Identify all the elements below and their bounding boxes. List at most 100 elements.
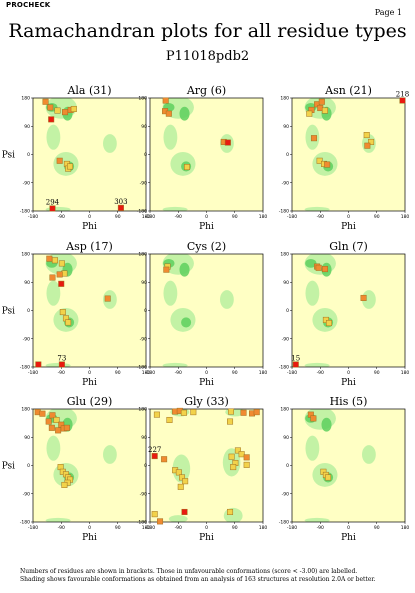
- favourable-region: [172, 454, 191, 483]
- footnote-line-2: Shading shows favourable conformations a…: [20, 576, 376, 583]
- favourable-shading: [162, 254, 234, 367]
- x-tick-label: 0: [347, 214, 350, 220]
- page-title: Ramachandran plots for all residue types: [8, 20, 407, 42]
- x-tick-label: 0: [205, 214, 208, 220]
- data-point: [104, 295, 111, 302]
- x-tick-label: -90: [317, 370, 324, 376]
- x-axis-label: Phi: [341, 533, 356, 543]
- favourable-region: [223, 507, 243, 522]
- favourable-region: [305, 259, 317, 268]
- plot-title: Arg (6): [186, 84, 226, 97]
- y-tick-label: 0: [144, 152, 147, 158]
- x-tick-label: 0: [347, 525, 350, 531]
- data-point: [227, 508, 234, 515]
- data-point: [243, 454, 250, 461]
- x-tick-label: 0: [347, 370, 350, 376]
- y-tick-label: 0: [286, 152, 289, 158]
- data-point: [53, 416, 60, 423]
- favourable-region: [168, 515, 188, 522]
- favourable-region: [163, 280, 178, 306]
- x-tick-label: -90: [175, 370, 182, 376]
- data-point: [165, 110, 172, 117]
- x-tick-label: -180: [145, 370, 155, 376]
- data-point: [182, 478, 189, 485]
- data-point: [399, 97, 406, 104]
- x-tick-label: -90: [58, 525, 65, 531]
- data-point: [56, 271, 63, 278]
- plot-background: [33, 254, 146, 367]
- y-tick-label: -180: [20, 209, 30, 215]
- plot-5: Cys (2) -180 -90 0 90 180 180 90 0 -90 -180 Phi: [137, 240, 268, 388]
- residue-label: 294: [46, 198, 60, 206]
- y-tick-label: -180: [137, 365, 147, 371]
- data-point: [117, 204, 124, 211]
- data-point: [179, 474, 186, 481]
- y-tick-label: 90: [141, 435, 147, 441]
- data-point: [48, 424, 55, 431]
- data-point: [321, 107, 328, 114]
- page-label: Page 1: [374, 8, 402, 17]
- data-point: [35, 361, 42, 368]
- data-point: [363, 132, 370, 139]
- data-point: [47, 104, 54, 111]
- x-tick-label: -90: [175, 214, 182, 220]
- x-tick-label: -90: [58, 370, 65, 376]
- x-tick-label: 180: [259, 525, 268, 531]
- footnote-line-1: Numbers of residues are shown in bracket…: [20, 568, 358, 575]
- data-point: [51, 257, 58, 264]
- y-tick-label: 0: [286, 308, 289, 314]
- x-tick-label: 90: [374, 525, 380, 531]
- residue-label: 227: [148, 446, 161, 454]
- y-tick-label: 0: [27, 463, 30, 469]
- y-tick-label: 180: [280, 96, 289, 102]
- x-tick-label: 90: [115, 525, 121, 531]
- data-point: [59, 309, 66, 316]
- favourable-region: [179, 106, 190, 121]
- data-point: [63, 424, 70, 431]
- x-tick-label: 90: [115, 370, 121, 376]
- x-tick-label: 180: [142, 214, 151, 220]
- data-point: [67, 163, 74, 170]
- y-tick-label: 90: [141, 124, 147, 130]
- data-point: [321, 266, 328, 273]
- favourable-region: [219, 290, 234, 309]
- x-tick-label: 0: [88, 370, 91, 376]
- page-subtitle: P11018pdb2: [165, 49, 250, 64]
- x-tick-label: 0: [88, 525, 91, 531]
- data-point: [227, 418, 234, 425]
- y-tick-label: 0: [286, 463, 289, 469]
- plot-1: Ala (31) -180 -90 0 90 180 180 90 0 -90 -180 Phi Psi…: [2, 84, 151, 232]
- x-tick-label: 180: [142, 370, 151, 376]
- data-point: [368, 138, 375, 145]
- favourable-region: [179, 262, 190, 277]
- y-tick-label: 90: [283, 124, 289, 130]
- data-point: [49, 274, 56, 281]
- plot-title: Ala (31): [66, 84, 111, 97]
- data-point: [153, 411, 160, 418]
- y-tick-label: -180: [279, 520, 289, 526]
- favourable-region: [305, 435, 320, 461]
- data-point: [55, 427, 62, 434]
- x-tick-label: -180: [145, 525, 155, 531]
- y-tick-label: 0: [27, 308, 30, 314]
- data-point: [65, 319, 72, 326]
- data-point: [253, 409, 260, 416]
- y-tick-label: -90: [140, 180, 147, 186]
- x-tick-label: -180: [145, 214, 155, 220]
- y-tick-label: -180: [279, 209, 289, 215]
- x-tick-label: 0: [205, 370, 208, 376]
- favourable-region: [162, 206, 188, 211]
- x-axis-label: Phi: [341, 222, 356, 232]
- y-tick-label: -180: [20, 365, 30, 371]
- data-point: [364, 142, 371, 149]
- data-point: [39, 410, 46, 417]
- y-tick-label: -180: [137, 209, 147, 215]
- y-tick-label: -90: [23, 336, 30, 342]
- x-tick-label: -180: [287, 370, 297, 376]
- plot-2: Arg (6) -180 -90 0 90 180 180 90 0 -90 -180 Phi: [137, 84, 268, 232]
- y-tick-label: 180: [21, 96, 30, 102]
- data-point: [177, 483, 184, 490]
- x-tick-label: 90: [115, 214, 121, 220]
- y-tick-label: 180: [280, 407, 289, 413]
